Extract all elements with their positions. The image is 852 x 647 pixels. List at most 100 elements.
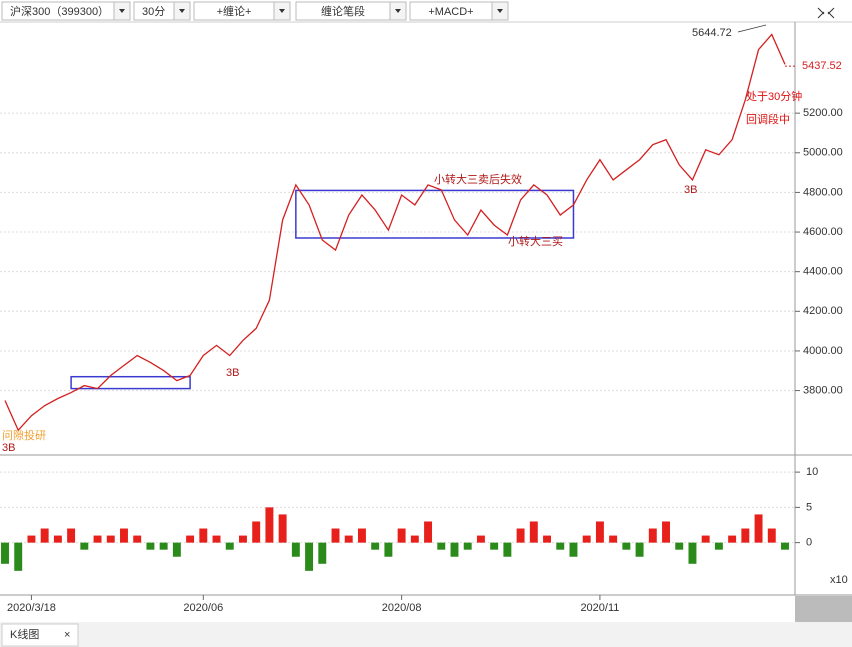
y-tick-label: 0	[806, 537, 812, 549]
macd-bar	[622, 542, 631, 550]
macd-bar	[80, 542, 89, 550]
macd-bar	[543, 535, 551, 543]
dropdown-label: 沪深300（399300）	[10, 4, 109, 18]
tab-bar	[0, 622, 852, 647]
macd-bar	[410, 535, 419, 543]
macd-bar	[278, 514, 287, 543]
macd-bar	[186, 535, 195, 543]
macd-bar	[754, 514, 763, 543]
macd-bar	[344, 535, 353, 543]
y-tick-label: 4400.00	[803, 266, 843, 278]
y-tick-label: 4000.00	[803, 345, 843, 357]
tab-label: K线图	[10, 627, 39, 641]
annotation: 小转大三卖后失效	[434, 172, 522, 186]
y-tick-label: 4600.00	[803, 226, 843, 238]
scrollbar[interactable]	[795, 596, 852, 622]
macd-bar	[476, 535, 485, 543]
macd-bar	[67, 528, 76, 543]
dropdown-arrow	[395, 9, 401, 13]
tab-close: ×	[64, 629, 70, 641]
macd-bar	[688, 542, 697, 564]
y-tick-label: 4200.00	[803, 305, 843, 317]
dropdown-arrow	[279, 9, 285, 13]
annotation: 3B	[2, 442, 15, 454]
maximize-icon[interactable]	[817, 7, 835, 19]
macd-bar	[53, 535, 62, 543]
high-label: 5644.72	[692, 27, 732, 39]
macd-bar	[199, 528, 208, 543]
annotation: 回调段中	[746, 112, 790, 126]
macd-bar	[331, 528, 340, 543]
high-pointer	[737, 24, 767, 33]
macd-bar	[357, 528, 366, 543]
macd-bar	[133, 535, 142, 543]
tab[interactable]	[1, 623, 79, 647]
unit-label: x10	[830, 574, 848, 586]
dropdown-label: 缠论笔段	[321, 4, 365, 18]
macd-bar	[106, 535, 115, 543]
last-price-label: 5437.52	[802, 60, 842, 72]
macd-bar	[371, 542, 380, 550]
macd-bar	[609, 535, 618, 543]
y-tick-label: 5200.00	[803, 107, 843, 119]
y-tick-label: 5	[806, 501, 812, 513]
annotation: 问隙投研	[2, 428, 46, 442]
macd-bar	[252, 521, 261, 543]
macd-bar	[1, 542, 9, 564]
macd-bar	[741, 528, 750, 543]
annotation: 3B	[226, 367, 239, 379]
y-tick-label: 3800.00	[803, 384, 843, 396]
x-tick-label: 2020/11	[580, 602, 619, 614]
macd-bar	[291, 542, 300, 557]
pivot-zone	[295, 189, 575, 239]
macd-bar	[120, 528, 128, 543]
macd-bar	[450, 542, 459, 557]
macd-bar	[516, 528, 525, 543]
macd-bar	[675, 542, 684, 550]
y-tick-label: 4800.00	[803, 186, 843, 198]
macd-bar	[701, 535, 710, 543]
macd-bar	[172, 542, 181, 557]
annotation: 处于30分钟	[746, 89, 802, 103]
macd-bar	[93, 535, 102, 543]
macd-bar	[212, 535, 221, 543]
dropdown-arrow	[497, 9, 503, 13]
dropdown-label: +缠论+	[217, 4, 252, 18]
macd-bar	[305, 542, 314, 571]
annotation: 3B	[684, 184, 697, 196]
macd-bar	[529, 521, 538, 543]
dropdown-label: 30分	[142, 5, 165, 18]
macd-bar	[648, 528, 657, 543]
macd-bar	[239, 535, 247, 543]
dropdown-arrow	[179, 9, 185, 13]
annotation: 小转大三买	[508, 234, 563, 248]
macd-bar	[767, 528, 776, 543]
macd-bar	[40, 528, 49, 543]
macd-bar	[384, 542, 393, 557]
macd-bar	[595, 521, 604, 543]
macd-bar	[781, 542, 789, 550]
macd-bar	[490, 542, 499, 550]
macd-bar	[437, 542, 446, 550]
macd-bar	[265, 507, 274, 543]
macd-bar	[225, 542, 234, 550]
pivot-zone	[70, 375, 191, 390]
y-tick-label: 10	[806, 466, 818, 478]
y-tick-label: 5000.00	[803, 147, 843, 159]
macd-bar	[397, 528, 406, 543]
macd-bar	[463, 542, 472, 550]
macd-bar	[569, 542, 578, 557]
x-tick-label: 2020/06	[183, 602, 223, 614]
macd-bar	[714, 542, 723, 550]
macd-bar	[159, 542, 168, 550]
macd-bar	[662, 521, 670, 543]
macd-bar	[27, 535, 36, 543]
macd-bar	[582, 535, 591, 543]
macd-bar	[14, 542, 23, 571]
macd-bar	[318, 542, 327, 564]
macd-bar	[503, 542, 512, 557]
macd-bar	[146, 542, 155, 550]
macd-bar	[556, 542, 565, 550]
